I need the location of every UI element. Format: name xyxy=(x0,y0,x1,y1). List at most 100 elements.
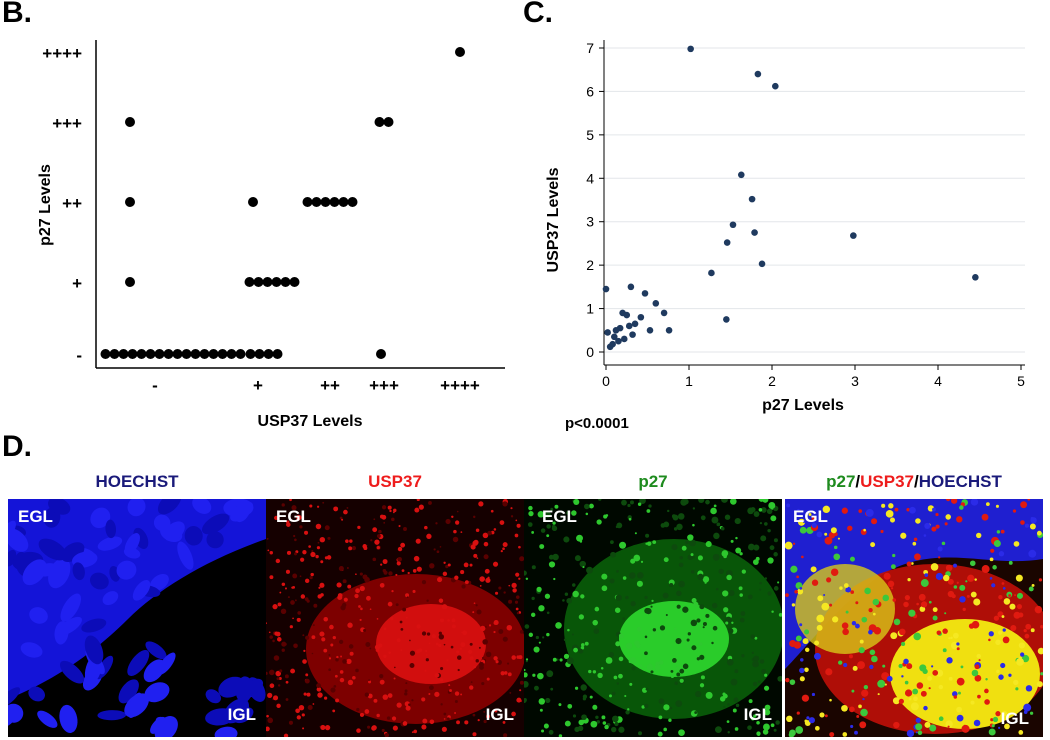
stain-speck xyxy=(1015,574,1023,582)
stain-speck xyxy=(919,664,927,672)
stain-speck xyxy=(991,724,995,728)
stain-speck xyxy=(843,583,849,588)
stain-speck xyxy=(387,693,393,698)
stain-speck xyxy=(1001,582,1005,585)
stain-speck xyxy=(460,531,463,533)
stain-speck xyxy=(267,717,274,724)
stain-speck xyxy=(280,608,287,615)
stain-speck xyxy=(528,510,534,517)
stain-speck xyxy=(804,629,810,635)
stain-speck xyxy=(871,518,878,525)
stain-speck xyxy=(519,556,524,562)
stain-speck xyxy=(425,649,428,653)
stain-speck xyxy=(502,501,508,507)
stain-speck xyxy=(727,731,730,734)
nucleus xyxy=(230,501,254,522)
stain-speck xyxy=(692,507,696,510)
stain-speck xyxy=(956,516,963,523)
stain-speck xyxy=(644,595,648,600)
stain-speck xyxy=(662,592,669,599)
stain-speck xyxy=(451,618,456,623)
stain-speck xyxy=(862,697,865,701)
stain-speck xyxy=(482,657,484,659)
stain-speck xyxy=(402,721,408,726)
stain-speck xyxy=(550,507,554,511)
stain-speck xyxy=(935,524,940,529)
stain-speck xyxy=(399,620,403,624)
stain-speck xyxy=(650,605,653,608)
stain-speck xyxy=(365,641,371,647)
stain-speck xyxy=(349,539,353,543)
stain-speck xyxy=(938,684,944,690)
stain-speck xyxy=(786,715,793,723)
stain-speck xyxy=(730,678,738,686)
stain-speck xyxy=(302,634,305,637)
data-point xyxy=(758,260,766,268)
stain-speck xyxy=(764,522,768,526)
stain-speck xyxy=(472,611,475,614)
stain-speck xyxy=(716,522,721,527)
stain-speck xyxy=(395,603,399,607)
stain-speck xyxy=(400,649,403,652)
data-point xyxy=(631,320,639,328)
stain-speck xyxy=(274,515,279,521)
stain-speck xyxy=(773,552,778,557)
nucleus xyxy=(22,559,47,586)
stain-speck xyxy=(554,504,559,509)
stain-speck xyxy=(311,652,314,655)
stain-speck xyxy=(398,524,401,528)
stain-speck xyxy=(950,636,953,640)
stain-speck xyxy=(859,639,864,644)
stain-speck xyxy=(567,628,570,632)
stain-speck xyxy=(687,632,691,636)
stain-speck xyxy=(669,706,673,710)
stain-speck xyxy=(539,544,545,550)
stain-speck xyxy=(505,499,507,501)
stain-speck xyxy=(645,608,652,615)
stain-speck xyxy=(514,600,519,604)
stain-speck xyxy=(435,642,439,646)
stain-speck xyxy=(976,532,982,539)
stain-speck xyxy=(823,593,826,596)
stain-speck xyxy=(580,594,585,599)
stain-speck xyxy=(882,664,886,668)
stain-speck xyxy=(593,705,597,709)
stain-speck xyxy=(588,669,592,674)
stain-speck xyxy=(315,523,322,530)
stain-speck xyxy=(858,509,863,513)
stain-speck xyxy=(461,584,466,589)
stain-speck xyxy=(966,594,970,598)
data-point xyxy=(145,349,156,359)
stain-speck xyxy=(515,595,520,599)
stain-speck xyxy=(494,709,498,713)
stain-speck xyxy=(735,547,742,554)
stain-speck xyxy=(295,708,300,714)
stain-speck xyxy=(359,712,365,717)
stain-speck xyxy=(727,628,734,634)
stain-speck xyxy=(381,514,387,520)
stain-speck xyxy=(695,691,702,698)
stain-speck xyxy=(288,720,293,725)
stain-speck xyxy=(296,514,302,521)
stain-speck xyxy=(621,499,627,506)
data-point xyxy=(163,349,174,359)
stain-speck xyxy=(938,716,944,722)
nucleus xyxy=(132,580,151,601)
stain-speck xyxy=(970,499,979,506)
stain-speck xyxy=(739,593,743,597)
stain-speck xyxy=(585,512,589,516)
stain-speck xyxy=(768,501,776,509)
stain-speck xyxy=(1023,710,1028,714)
stain-speck xyxy=(789,729,796,737)
stain-speck xyxy=(753,714,757,718)
stain-speck xyxy=(485,626,487,628)
stain-speck xyxy=(722,590,729,597)
stain-speck xyxy=(817,595,824,602)
stain-speck xyxy=(411,699,414,702)
stain-speck xyxy=(357,525,361,529)
stain-speck xyxy=(426,599,429,602)
stain-speck xyxy=(524,624,530,629)
stain-speck xyxy=(734,517,741,525)
stain-speck xyxy=(424,525,428,530)
stain-speck xyxy=(627,708,630,711)
